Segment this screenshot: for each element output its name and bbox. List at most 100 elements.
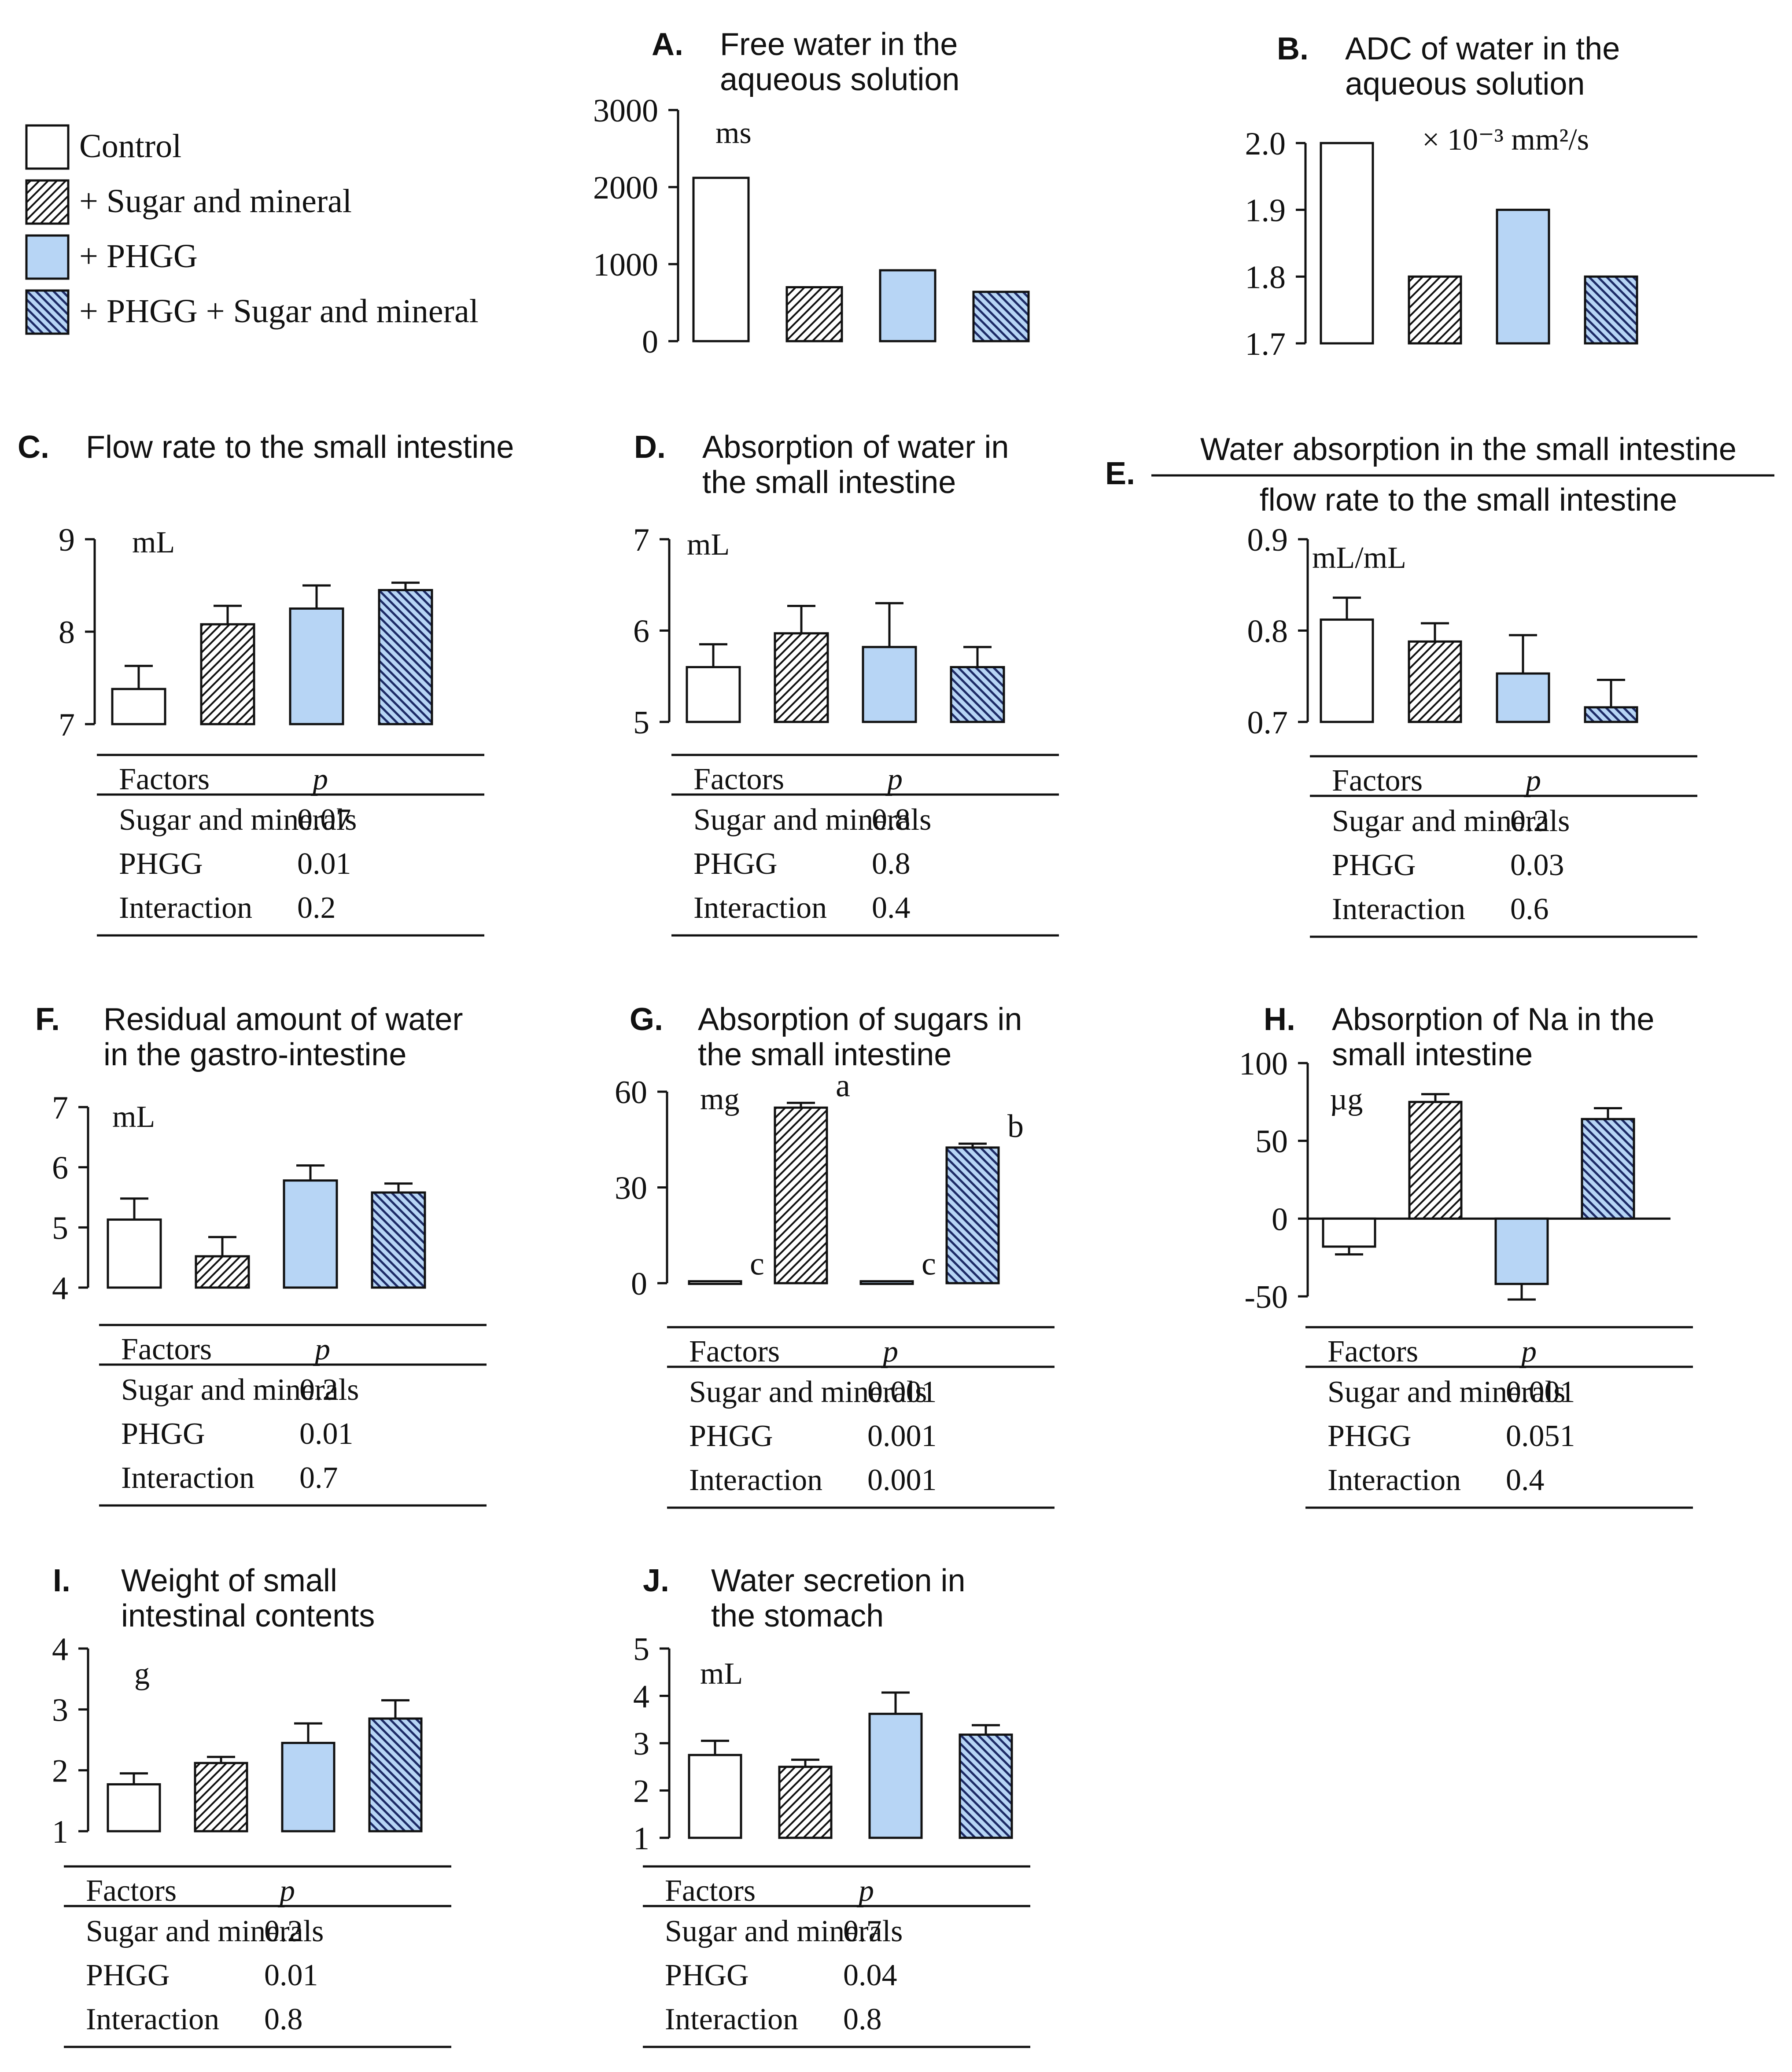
- bar-sugar: [778, 1766, 833, 1839]
- bar-control: [1322, 1217, 1376, 1248]
- panel-title-line: aqueous solution: [720, 62, 959, 97]
- y-tick-label: 0.8: [1247, 614, 1288, 650]
- table-factor: Interaction: [1332, 892, 1465, 926]
- error-bar: [1508, 1284, 1536, 1301]
- panel-title-line: aqueous solution: [1345, 66, 1585, 102]
- bar-phgg-sugar: [1584, 706, 1638, 723]
- table-factor: PHGG: [86, 1958, 170, 1992]
- bar-phgg: [1496, 672, 1550, 723]
- error-bar: [787, 604, 815, 633]
- table-factor: Interaction: [86, 2002, 219, 2036]
- panel-title-line: Water secretion in: [711, 1563, 966, 1598]
- panel-title-line: Flow rate to the small intestine: [86, 430, 514, 465]
- bar-phgg: [283, 1179, 338, 1289]
- bar-phgg-sugar: [1584, 275, 1638, 345]
- table-p-value: 0.01: [264, 1958, 318, 1992]
- y-tick-label: 0: [1272, 1201, 1288, 1237]
- panel-c: C. Flow rate to the small intestine 7 8 9 mL F…: [18, 430, 514, 937]
- panel-e: E. Water absorption in the small intestin…: [1105, 432, 1774, 938]
- y-tick-label: 3: [52, 1692, 68, 1728]
- table-header-p: p: [1519, 1335, 1537, 1369]
- bar-control: [107, 1783, 161, 1833]
- table-factor: Sugar and minerals: [1327, 1375, 1565, 1409]
- panel-letter: E.: [1105, 456, 1135, 491]
- error-bar: [1421, 1093, 1449, 1102]
- error-bar: [1597, 679, 1625, 707]
- table-factor: PHGG: [693, 847, 778, 881]
- bar-sugar: [1408, 275, 1462, 345]
- panel-title-line: small intestine: [1332, 1037, 1533, 1072]
- table-p-value: 0.2: [1510, 804, 1549, 838]
- panel-title-line: Absorption of water in: [702, 430, 1009, 465]
- legend-swatch-control: [25, 124, 70, 170]
- error-bar: [701, 1740, 729, 1755]
- panel-title-line: the small intestine: [698, 1037, 951, 1072]
- bar-phgg: [1494, 1217, 1549, 1285]
- table-p-value: 0.001: [867, 1375, 937, 1409]
- bar-phgg-sugar: [959, 1733, 1013, 1839]
- unit-label: ms: [715, 116, 752, 150]
- y-tick-label: 50: [1255, 1124, 1288, 1160]
- bar-sugar: [1408, 640, 1462, 723]
- bar-control: [692, 177, 750, 342]
- error-bar: [791, 1759, 819, 1767]
- y-tick-label: 3000: [593, 93, 658, 129]
- table-header-p: p: [1523, 764, 1541, 798]
- bar-phgg-sugar: [378, 589, 433, 725]
- y-tick-label: 7: [52, 1090, 68, 1126]
- bar-phgg: [868, 1712, 923, 1839]
- error-bar: [384, 1182, 413, 1193]
- bar-phgg-sugar: [371, 1191, 426, 1289]
- unit-label: mL: [112, 1100, 155, 1134]
- table-header-factors: Factors: [1327, 1335, 1418, 1369]
- error-bar: [120, 1772, 148, 1785]
- table-header-factors: Factors: [121, 1332, 212, 1366]
- bar-sugar: [200, 623, 255, 725]
- y-tick-label: 2: [52, 1753, 68, 1789]
- panel-letter: A.: [652, 27, 683, 62]
- table-header-p: p: [856, 1874, 874, 1908]
- table-factor: PHGG: [689, 1419, 773, 1453]
- y-tick-label: 5: [633, 705, 649, 741]
- table-p-value: 0.7: [843, 1914, 882, 1948]
- panel-title-line: Residual amount of water: [103, 1002, 463, 1037]
- table-header-factors: Factors: [86, 1874, 177, 1908]
- y-tick-label: 1: [52, 1814, 68, 1850]
- y-tick-label: 6: [52, 1150, 68, 1186]
- unit-label: g: [134, 1657, 150, 1691]
- y-tick-label: 6: [633, 614, 649, 650]
- bar-control: [686, 666, 741, 723]
- y-tick-label: 7: [633, 522, 649, 558]
- error-bar: [881, 1691, 910, 1714]
- y-tick-label: 1.7: [1245, 326, 1286, 362]
- bar-phgg-sugar: [972, 291, 1030, 342]
- panel-letter: H.: [1264, 1002, 1295, 1037]
- bar-control: [1320, 142, 1374, 345]
- bar-phgg: [289, 607, 344, 725]
- table-factor: Sugar and minerals: [121, 1373, 359, 1407]
- table-p-value: 0.8: [872, 803, 911, 837]
- y-tick-label: 9: [59, 522, 75, 558]
- panel-title-line: in the gastro-intestine: [103, 1037, 406, 1072]
- table-p-value: 0.4: [1506, 1463, 1545, 1497]
- panel-letter: B.: [1277, 31, 1309, 66]
- panel-title-line: Free water in the: [720, 27, 958, 62]
- bar-sugar: [774, 632, 829, 723]
- legend-label-phgg: + PHGG: [79, 238, 198, 275]
- error-bar: [959, 1142, 987, 1148]
- table-header-p: p: [313, 1332, 330, 1366]
- panel-title-line: the small intestine: [702, 465, 956, 500]
- legend-label-sugar: + Sugar and mineral: [79, 183, 352, 220]
- table-header-p: p: [885, 762, 903, 796]
- panel-letter: D.: [634, 430, 666, 465]
- error-bar: [294, 1722, 322, 1743]
- table-header-p: p: [277, 1874, 295, 1908]
- error-bar: [207, 1755, 235, 1763]
- y-tick-label: 0.7: [1247, 705, 1288, 741]
- bar-phgg-sugar: [950, 666, 1005, 723]
- table-factor: PHGG: [665, 1958, 749, 1992]
